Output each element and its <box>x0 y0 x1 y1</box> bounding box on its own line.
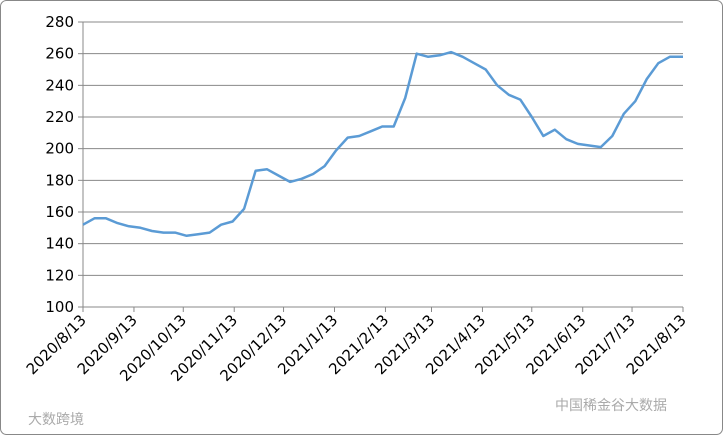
y-tick-label: 120 <box>45 266 74 284</box>
y-tick-label: 140 <box>45 235 74 253</box>
y-tick-label: 240 <box>45 76 74 94</box>
y-tick-label: 260 <box>45 45 74 63</box>
y-tick-label: 220 <box>45 108 74 126</box>
y-tick-label: 100 <box>45 298 74 316</box>
y-tick-label: 180 <box>45 171 74 189</box>
watermark-left: 大数跨境 <box>28 412 84 428</box>
y-tick-label: 200 <box>45 140 74 158</box>
y-tick-label: 280 <box>45 13 74 31</box>
y-tick-label: 160 <box>45 203 74 221</box>
line <box>82 50 683 238</box>
watermark-right: 中国稀金谷大数据 <box>555 398 667 414</box>
